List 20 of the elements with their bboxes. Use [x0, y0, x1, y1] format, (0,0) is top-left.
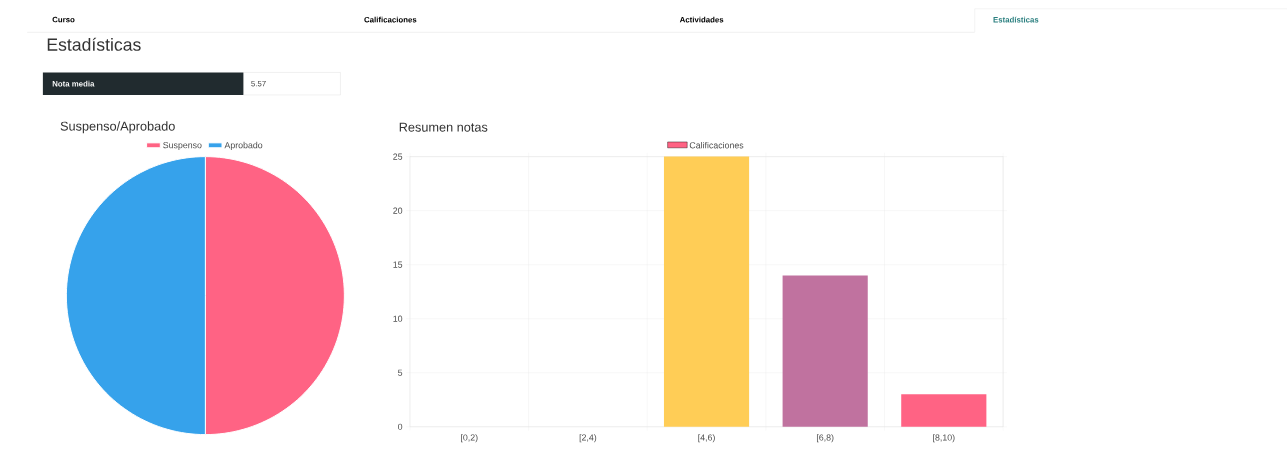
y-tick-label: 15: [393, 261, 403, 268]
text: Estadísticas: [47, 37, 141, 51]
legend-label: Calificaciones: [689, 141, 744, 149]
y-tick-label: 10: [393, 315, 403, 322]
x-tick-label: [8,10): [933, 434, 955, 443]
bar: [782, 275, 868, 427]
bar: [901, 394, 987, 427]
x-tick-label: [0,2): [461, 434, 478, 443]
y-tick-label: 0: [398, 423, 403, 430]
y-tick-label: 5: [398, 369, 403, 376]
chart-title: Resumen notas: [399, 122, 488, 132]
x-tick-label: [6,8): [816, 434, 834, 443]
legend-label: Aprobado: [224, 141, 263, 150]
bar: [663, 156, 750, 427]
x-tick-label: [2,4): [579, 434, 597, 443]
legend-label: Suspenso: [163, 141, 202, 150]
y-tick-label: 25: [393, 153, 403, 160]
chart-title: Suspenso/Aprobado: [60, 121, 175, 134]
x-tick-label: [4,6): [698, 434, 715, 443]
y-tick-label: 20: [393, 207, 403, 214]
